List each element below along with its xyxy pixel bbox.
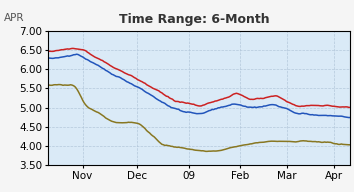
Text: Time Range: 6-Month: Time Range: 6-Month [119,13,270,26]
Text: APR: APR [4,13,24,23]
